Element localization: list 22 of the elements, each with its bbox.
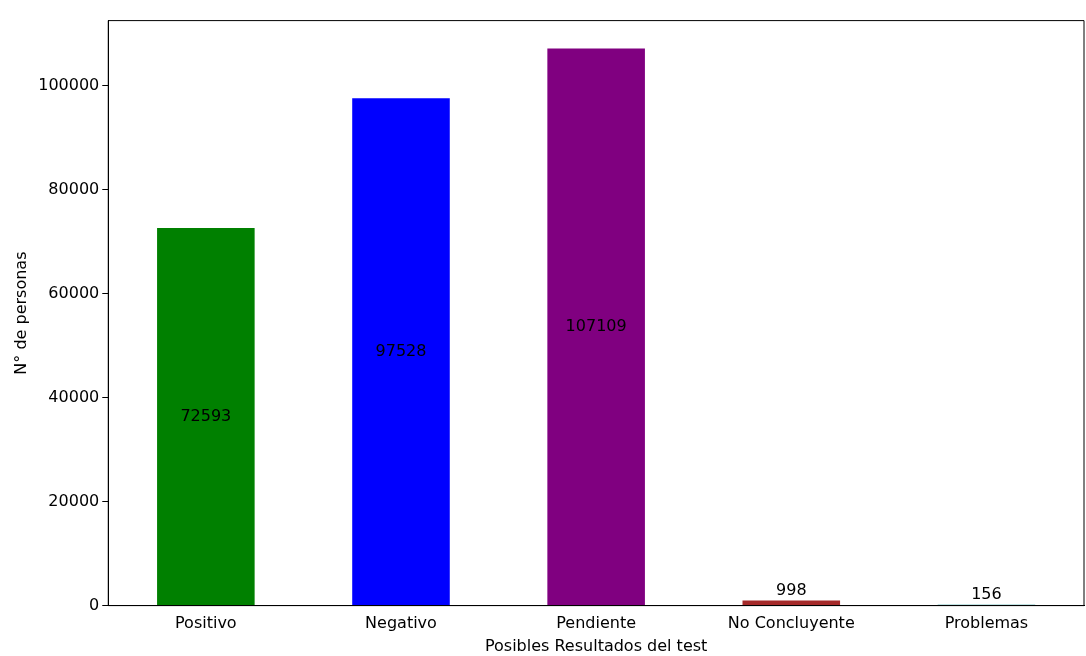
y-tick-label: 0 [89,594,100,614]
bar [547,48,645,606]
data-label: 998 [776,579,807,599]
bar [157,228,255,606]
x-tick-label: No Concluyente [727,613,855,633]
y-tick-label: 60000 [48,282,100,302]
x-tick-label: Pendiente [556,613,637,633]
data-label: 97528 [375,341,427,361]
data-label: 156 [971,583,1002,603]
data-label: 107109 [565,316,627,336]
x-tick-label: Problemas [944,613,1029,633]
y-tick-label: 40000 [48,386,100,406]
y-axis-title: N° de personas [10,251,30,375]
bar [352,98,450,606]
x-tick-label: Negativo [365,613,437,633]
data-label: 72593 [180,405,232,425]
y-tick-label: 80000 [48,178,100,198]
bar [742,600,841,606]
y-tick-label: 20000 [48,490,100,510]
x-tick-label: Positivo [175,613,237,633]
y-tick-label: 100000 [38,74,100,94]
x-axis-title: Posibles Resultados del test [484,635,708,655]
